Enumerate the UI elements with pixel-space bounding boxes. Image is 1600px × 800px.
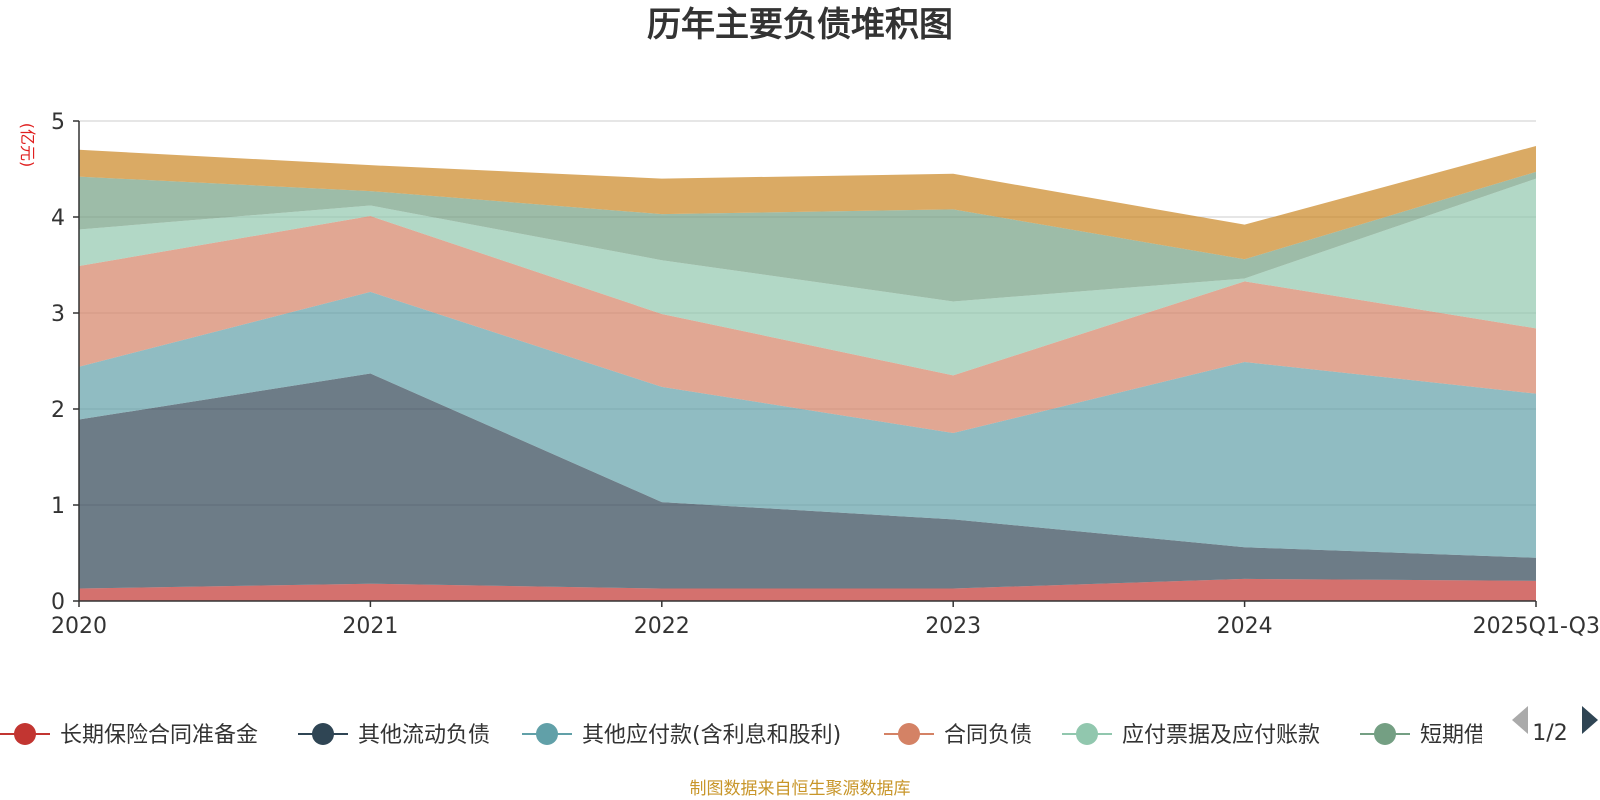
data-source-note: 制图数据来自恒生聚源数据库 [690,779,911,799]
x-tick-label: 2023 [925,614,981,639]
area-series-7 [79,145,1536,260]
legend-marker-icon [1374,723,1396,745]
area-series-2 [79,373,1536,589]
legend-label: 其他应付款(含利息和股利) [582,723,841,748]
y-axis-ticks: 0 1 2 3 4 5 [51,110,79,615]
y-tick-label: 5 [51,110,65,135]
legend-marker-icon [536,723,558,745]
legend-item-1[interactable]: 长期保险合同准备金 [0,723,258,748]
x-tick-label: 2022 [634,614,690,639]
legend-prev-page-icon[interactable] [1512,706,1528,734]
legend: 长期保险合同准备金 其他流动负债 其他应付款(含利息和股利) 合同负债 应付票据及应付账… [0,723,1486,748]
legend-marker-icon [1076,723,1098,745]
area-series-5 [79,178,1536,376]
area-series-4 [79,216,1536,433]
legend-item-3[interactable]: 其他应付款(含利息和股利) [522,723,841,748]
area-series-3 [79,291,1536,558]
legend-marker-icon [14,723,36,745]
x-tick-label: 2025Q1-Q3 [1473,614,1600,639]
legend-page-indicator: 1/2 [1532,721,1567,746]
area-series-1 [79,578,1536,601]
legend-marker-icon [898,723,920,745]
x-tick-label: 2020 [51,614,107,639]
legend-next-page-icon[interactable] [1582,706,1598,734]
legend-label: 应付票据及应付账款 [1122,723,1320,748]
legend-item-2[interactable]: 其他流动负债 [298,723,490,748]
y-tick-label: 4 [51,206,65,231]
stacked-areas [79,145,1536,601]
legend-label: 其他流动负债 [358,723,490,748]
legend-label: 合同负债 [944,723,1032,748]
x-tick-label: 2024 [1217,614,1273,639]
legend-item-5[interactable]: 应付票据及应付账款 [1062,723,1320,748]
y-tick-label: 3 [51,302,65,327]
legend-label: 长期保险合同准备金 [60,723,258,748]
legend-item-4[interactable]: 合同负债 [884,723,1032,748]
legend-label: 短期借 [1420,723,1486,748]
y-tick-label: 0 [51,590,65,615]
y-axis-unit-label: (亿元) [18,123,37,168]
y-tick-label: 2 [51,398,65,423]
legend-items: 长期保险合同准备金 其他流动负债 其他应付款(含利息和股利) 合同负债 应付票据及应付账… [0,723,1486,748]
chart-title: 历年主要负债堆积图 [647,5,953,45]
legend-item-6[interactable]: 短期借 [1360,723,1486,748]
x-tick-label: 2021 [342,614,398,639]
area-series-6 [79,171,1536,302]
y-tick-label: 1 [51,494,65,519]
x-axis-ticks: 2020 2021 2022 2023 2024 2025Q1-Q3 [51,601,1600,639]
legend-marker-icon [312,723,334,745]
axes [78,121,1536,602]
legend-pager: 1/2 [1512,706,1598,746]
